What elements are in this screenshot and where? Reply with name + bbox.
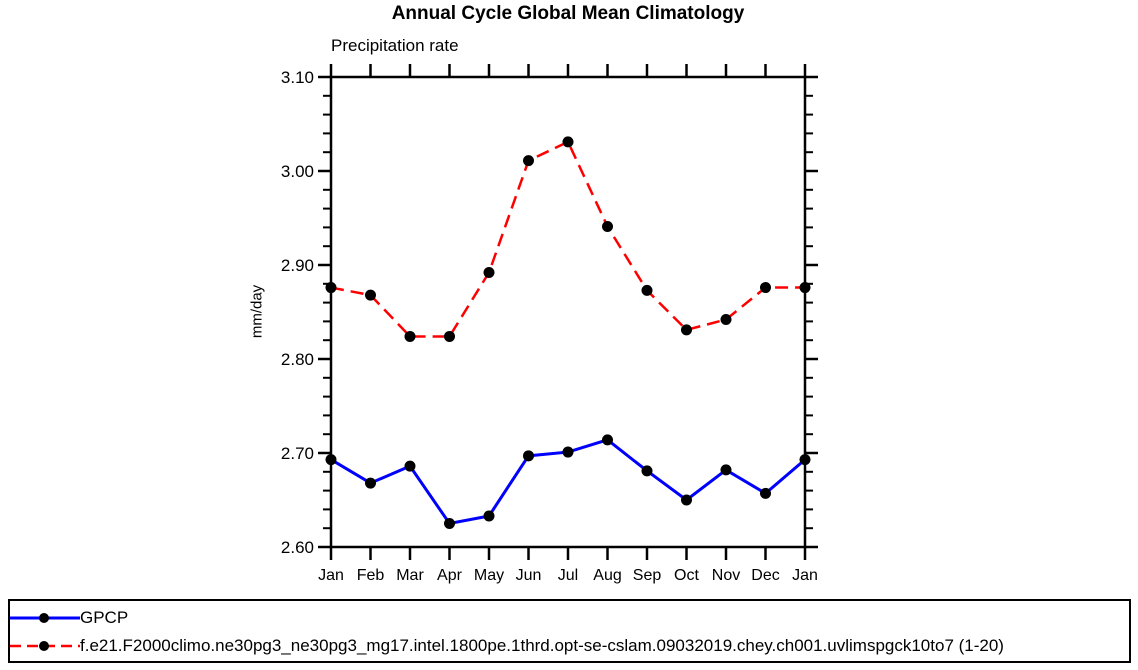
y-tick-label: 2.70 xyxy=(281,444,314,463)
y-tick-label: 3.10 xyxy=(281,68,314,87)
data-point-marker xyxy=(444,518,455,529)
data-point-marker xyxy=(404,330,416,342)
x-tick-label: Sep xyxy=(633,567,662,584)
x-tick-label: Jan xyxy=(792,567,818,584)
data-point-marker xyxy=(799,282,811,294)
legend-line-solid-icon xyxy=(10,613,80,623)
x-tick-label: Apr xyxy=(437,567,463,584)
x-tick-label: Dec xyxy=(751,567,779,584)
data-point-marker xyxy=(523,155,534,167)
x-tick-label: Nov xyxy=(712,567,740,584)
data-point-marker xyxy=(365,477,376,489)
chart-title: Annual Cycle Global Mean Climatology xyxy=(391,3,745,24)
data-point-marker xyxy=(641,284,653,296)
x-tick-label: Mar xyxy=(396,567,424,584)
series-line-1 xyxy=(330,140,805,338)
data-point-marker xyxy=(562,446,574,458)
data-point-marker xyxy=(681,494,692,506)
x-tick-label: Oct xyxy=(674,567,699,584)
data-point-marker xyxy=(444,330,455,342)
data-point-marker xyxy=(602,220,613,232)
legend-item-gpcp: GPCP xyxy=(10,604,1129,632)
legend-label-gpcp: GPCP xyxy=(80,608,129,627)
data-point-marker xyxy=(760,282,771,294)
x-tick-label: Feb xyxy=(357,567,385,584)
data-point-marker xyxy=(720,314,732,326)
legend-box: GPCP f.e21.F2000climo.ne30pg3_ne30pg3_mg… xyxy=(8,599,1131,663)
y-tick-label: 2.80 xyxy=(281,350,314,369)
y-tick-label: 2.90 xyxy=(281,256,314,275)
data-point-marker xyxy=(799,454,811,466)
x-tick-label: Jun xyxy=(516,567,542,584)
y-tick-label: 3.00 xyxy=(281,162,314,181)
data-point-marker xyxy=(404,460,416,472)
data-point-marker xyxy=(523,450,534,462)
x-tick-label: Aug xyxy=(593,567,621,584)
data-point-marker xyxy=(602,434,613,446)
data-point-marker xyxy=(325,454,337,466)
data-point-marker xyxy=(483,510,495,522)
x-tick-label: Jan xyxy=(318,567,344,584)
data-point-marker xyxy=(681,324,692,336)
data-point-marker xyxy=(365,289,376,301)
data-point-marker xyxy=(483,267,495,279)
y-tick-label: 2.60 xyxy=(281,538,314,557)
x-tick-label: May xyxy=(474,567,504,584)
data-point-marker xyxy=(325,282,337,294)
legend-line-dashed-icon xyxy=(10,641,80,651)
plot-area: 2.60 2.70 2.80 2.90 3.00 3.10 Jan Feb Mar Apr May J… xyxy=(281,64,818,584)
data-point-marker xyxy=(720,464,732,476)
chart-subtitle: Precipitation rate xyxy=(331,36,459,55)
x-tick-label: Jul xyxy=(558,567,578,584)
data-point-marker xyxy=(760,487,771,499)
legend-label-model: f.e21.F2000climo.ne30pg3_ne30pg3_mg17.in… xyxy=(80,636,1004,655)
data-point-marker xyxy=(641,465,653,477)
data-point-marker xyxy=(562,136,574,148)
legend-item-model: f.e21.F2000climo.ne30pg3_ne30pg3_mg17.in… xyxy=(10,632,1129,660)
